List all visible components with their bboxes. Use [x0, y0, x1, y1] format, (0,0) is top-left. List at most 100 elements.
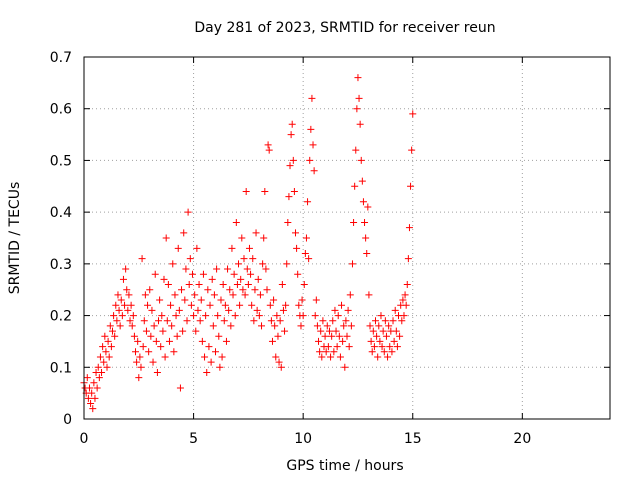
data-point [179, 327, 187, 335]
data-point [184, 208, 192, 216]
data-point [384, 353, 392, 361]
data-point [312, 296, 320, 304]
data-point [355, 94, 363, 102]
data-point [224, 265, 232, 273]
data-point [95, 374, 103, 382]
data-point [201, 353, 209, 361]
data-point [84, 394, 92, 402]
data-point [331, 306, 339, 314]
data-point [389, 317, 397, 325]
y-tick-label: 0.3 [50, 257, 72, 273]
data-point [197, 296, 205, 304]
data-point [164, 281, 172, 289]
data-point [327, 353, 335, 361]
data-point [136, 353, 144, 361]
data-point [369, 327, 377, 335]
data-point [281, 327, 289, 335]
data-point [140, 317, 148, 325]
data-point [409, 110, 417, 118]
data-point [138, 255, 146, 263]
data-point [105, 353, 113, 361]
data-point [356, 120, 364, 128]
data-point [165, 337, 173, 345]
data-point [249, 255, 257, 263]
data-point [188, 270, 196, 278]
data-point [290, 187, 298, 195]
data-point [220, 317, 228, 325]
data-point [190, 312, 198, 320]
data-point [119, 275, 127, 283]
data-point [375, 322, 383, 330]
data-point [173, 332, 181, 340]
data-point [89, 405, 97, 413]
data-point [305, 255, 313, 263]
data-point [125, 291, 133, 299]
data-point [128, 322, 136, 330]
data-point [226, 286, 234, 294]
data-point [245, 244, 253, 252]
data-point [169, 260, 177, 268]
data-point [244, 281, 252, 289]
data-point [408, 146, 416, 154]
data-point [116, 322, 124, 330]
data-point [363, 250, 371, 258]
data-point [379, 327, 387, 335]
data-point [345, 343, 353, 351]
data-point [367, 337, 375, 345]
data-point [152, 337, 160, 345]
data-point [287, 131, 295, 139]
data-point [145, 348, 153, 356]
data-point [403, 281, 411, 289]
data-point [274, 332, 282, 340]
data-point [300, 281, 308, 289]
data-point [348, 260, 356, 268]
data-point [240, 255, 248, 263]
y-tick-label: 0.7 [50, 50, 72, 66]
data-point [153, 368, 161, 376]
data-point [344, 306, 352, 314]
data-point [155, 317, 163, 325]
data-point [112, 301, 120, 309]
data-point [357, 156, 365, 164]
data-point [144, 301, 152, 309]
data-point [329, 317, 337, 325]
data-point [342, 317, 350, 325]
data-point [213, 265, 221, 273]
data-point [288, 120, 296, 128]
data-point [228, 244, 236, 252]
data-point [323, 322, 331, 330]
data-point [139, 343, 147, 351]
data-point [339, 337, 347, 345]
data-point [180, 229, 188, 237]
data-point [175, 306, 183, 314]
data-point [217, 296, 225, 304]
data-point [362, 234, 370, 242]
data-point [117, 296, 125, 304]
data-point [127, 301, 135, 309]
data-point [185, 281, 193, 289]
y-tick-label: 0.1 [50, 360, 72, 376]
data-point [390, 337, 398, 345]
data-point [325, 327, 333, 335]
data-point [160, 275, 168, 283]
y-tick-label: 0 [63, 412, 72, 428]
data-point [198, 337, 206, 345]
data-point [352, 146, 360, 154]
data-point [256, 291, 264, 299]
data-point [279, 306, 287, 314]
data-point [258, 322, 266, 330]
data-point [186, 255, 194, 263]
data-point [330, 348, 338, 356]
data-point [205, 343, 213, 351]
data-point [106, 322, 114, 330]
data-point [313, 322, 321, 330]
data-point [123, 286, 131, 294]
data-point [147, 332, 155, 340]
data-point [130, 332, 138, 340]
data-point [286, 162, 294, 170]
data-point [194, 306, 202, 314]
data-point [263, 286, 271, 294]
data-point [110, 312, 118, 320]
data-point [322, 348, 330, 356]
data-point [271, 322, 279, 330]
